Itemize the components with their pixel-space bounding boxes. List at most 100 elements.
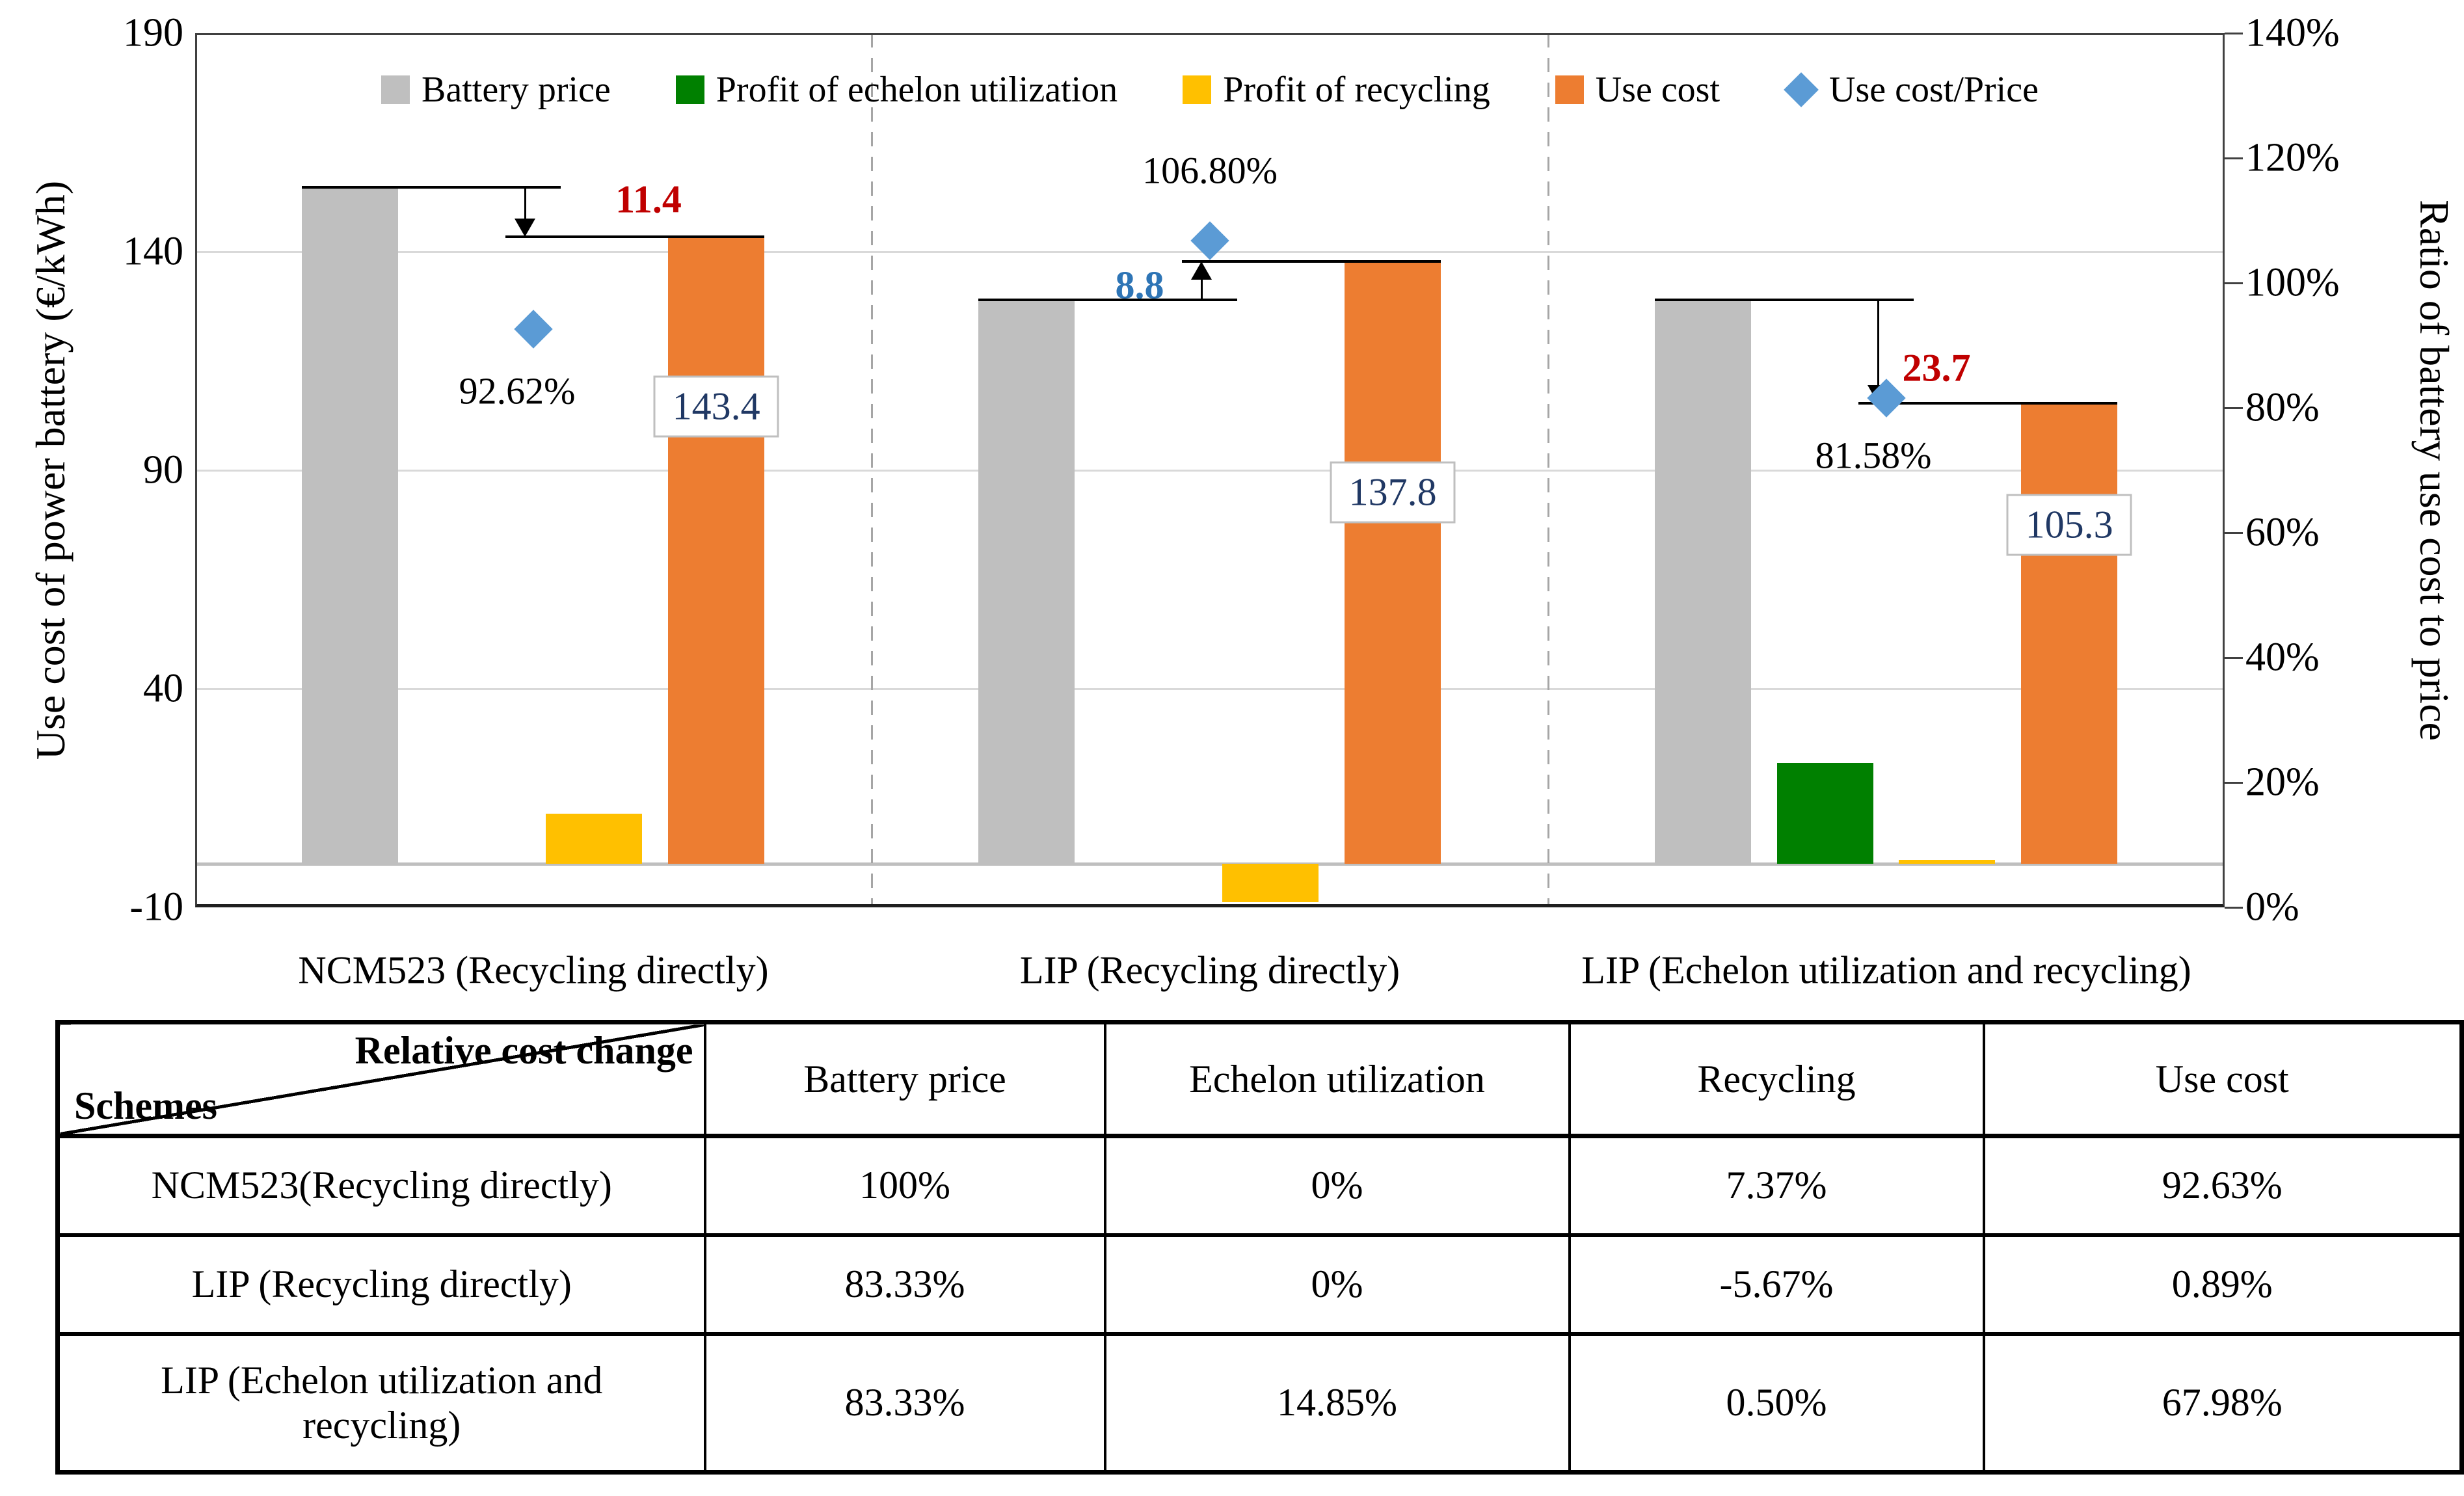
legend-swatch-use-cost-icon xyxy=(1555,75,1584,104)
use-cost-value-box: 105.3 xyxy=(2006,494,2132,556)
table-row: LIP (Echelon utilization and recycling) 8… xyxy=(56,1331,2463,1475)
scheme-cell: LIP (Recycling directly) xyxy=(56,1233,706,1336)
col-header-recycling: Recycling xyxy=(1568,1020,1985,1138)
bar-profit-of-recycling xyxy=(546,814,643,864)
diff-arrow-shaft xyxy=(1201,278,1203,300)
right-axis-tick-label: 140% xyxy=(2245,10,2340,55)
bar-use-cost xyxy=(1345,261,1441,864)
legend-swatch-profit-of-recycling-icon xyxy=(1183,75,1212,104)
diff-value-label: 8.8 xyxy=(1115,263,1164,307)
zero-baseline xyxy=(195,862,2225,866)
col-header-use-cost: Use cost xyxy=(1982,1020,2463,1138)
right-axis-tick-label: 120% xyxy=(2245,135,2340,180)
right-axis-tick-mark xyxy=(2225,907,2243,909)
value-cell: 0.89% xyxy=(1982,1233,2463,1336)
value-cell: 0% xyxy=(1103,1134,1571,1237)
use-cost-value-box: 143.4 xyxy=(653,375,779,438)
diff-line-battery xyxy=(302,185,561,189)
legend-item: Profit of echelon utilization xyxy=(675,69,1118,111)
diff-line-usecost xyxy=(1182,260,1441,263)
group-separator-line xyxy=(1547,33,1549,907)
legend-swatch-use-cost-price-icon xyxy=(1784,72,1819,107)
use-cost-value-box: 137.8 xyxy=(1330,461,1456,524)
value-cell: 0.50% xyxy=(1568,1331,1985,1475)
right-axis-tick-mark xyxy=(2225,282,2243,284)
value-cell: 92.63% xyxy=(1982,1134,2463,1237)
diff-line-battery xyxy=(1655,298,1914,301)
legend-label: Profit of echelon utilization xyxy=(716,70,1118,110)
use-cost-price-label: 81.58% xyxy=(1815,434,1932,477)
right-axis-tick-mark xyxy=(2225,407,2243,409)
legend-item: Profit of recycling xyxy=(1183,69,1490,111)
right-axis-tick-label: 60% xyxy=(2245,510,2320,555)
left-axis-tick-label: 190 xyxy=(123,10,183,55)
use-cost-price-marker xyxy=(514,310,553,349)
right-axis-title: Ratio of battery use cost to price xyxy=(2411,200,2457,741)
diff-arrow-shaft xyxy=(1877,299,1879,387)
scheme-cell: LIP (Echelon utilization and recycling) xyxy=(56,1331,706,1475)
left-axis-tick-label: 40 xyxy=(143,666,183,711)
scheme-cell: NCM523(Recycling directly) xyxy=(56,1134,706,1237)
category-label: LIP (Echelon utilization and recycling) xyxy=(1581,948,2191,992)
right-axis-tick-mark xyxy=(2225,782,2243,784)
legend-label: Battery price xyxy=(422,70,611,110)
category-label: NCM523 (Recycling directly) xyxy=(298,948,769,992)
value-cell: 100% xyxy=(703,1134,1106,1237)
table-row: LIP (Recycling directly) 83.33% 0% -5.67% 0.… xyxy=(56,1233,2463,1336)
value-cell: 0% xyxy=(1103,1233,1571,1336)
col-header-echelon-utilization: Echelon utilization xyxy=(1103,1020,1571,1138)
left-axis-tick-label: 140 xyxy=(123,229,183,274)
diff-value-label: 11.4 xyxy=(615,178,682,221)
legend-label: Profit of recycling xyxy=(1223,70,1490,110)
category-label: LIP (Recycling directly) xyxy=(1019,948,1400,992)
relative-cost-table: Relative cost change Schemes Battery pri… xyxy=(55,1020,2464,1475)
plot-area: Battery price Profit of echelon utilizati… xyxy=(195,33,2225,907)
right-axis-tick-mark xyxy=(2225,657,2243,659)
bar-profit-of-recycling xyxy=(1899,860,1996,864)
right-axis-tick-label: 20% xyxy=(2245,760,2320,805)
legend-swatch-profit-of-echelon-utilization-icon xyxy=(675,75,704,104)
legend-item: Use cost xyxy=(1555,69,1720,111)
col-header-battery-price: Battery price xyxy=(703,1020,1106,1138)
table-header-row: Relative cost change Schemes Battery pri… xyxy=(56,1020,2463,1138)
right-axis-tick-label: 80% xyxy=(2245,385,2320,430)
right-axis-tick-mark xyxy=(2225,532,2243,534)
legend-item: Battery price xyxy=(381,69,611,111)
legend-label: Use cost/Price xyxy=(1829,70,2039,110)
bar-profit-of-echelon-utilization xyxy=(1776,763,1873,864)
value-cell: 7.37% xyxy=(1568,1134,1985,1237)
bar-use-cost xyxy=(668,237,765,864)
bar-use-cost xyxy=(2021,403,2118,864)
right-axis-tick-label: 0% xyxy=(2245,885,2299,929)
group-separator-line xyxy=(871,33,873,907)
value-cell: 14.85% xyxy=(1103,1331,1571,1475)
diff-arrow-down-icon xyxy=(515,219,535,237)
diff-arrow-shaft xyxy=(524,187,526,220)
use-cost-price-marker xyxy=(1867,379,1906,418)
use-cost-price-label: 92.62% xyxy=(459,369,576,412)
legend-swatch-battery-price-icon xyxy=(381,75,410,104)
corner-label-schemes: Schemes xyxy=(74,1084,217,1127)
bar-battery-price xyxy=(1655,299,1751,864)
right-axis-tick-mark xyxy=(2225,33,2243,34)
corner-label-relative-cost-change: Relative cost change xyxy=(355,1029,693,1072)
bar-profit-of-recycling xyxy=(1222,863,1319,902)
diff-line-battery xyxy=(978,298,1237,301)
value-cell: 83.33% xyxy=(703,1331,1106,1475)
diff-line-usecost xyxy=(505,235,765,239)
right-axis-tick-label: 40% xyxy=(2245,635,2320,680)
table-row: NCM523(Recycling directly) 100% 0% 7.37% 92.… xyxy=(56,1134,2463,1237)
legend: Battery price Profit of echelon utilizati… xyxy=(195,69,2225,111)
gridline xyxy=(195,470,2225,472)
value-cell: -5.67% xyxy=(1568,1233,1985,1336)
bar-battery-price xyxy=(302,187,398,864)
legend-label: Use cost xyxy=(1595,70,1721,110)
diff-line-usecost xyxy=(1858,402,2118,405)
diff-arrow-up-icon xyxy=(1191,261,1212,280)
corner-cell: Relative cost change Schemes xyxy=(56,1020,706,1138)
use-cost-price-label: 106.80% xyxy=(1142,149,1278,192)
value-cell: 67.98% xyxy=(1982,1331,2463,1475)
right-axis-tick-mark xyxy=(2225,157,2243,159)
left-axis-tick-label: -10 xyxy=(129,885,183,929)
